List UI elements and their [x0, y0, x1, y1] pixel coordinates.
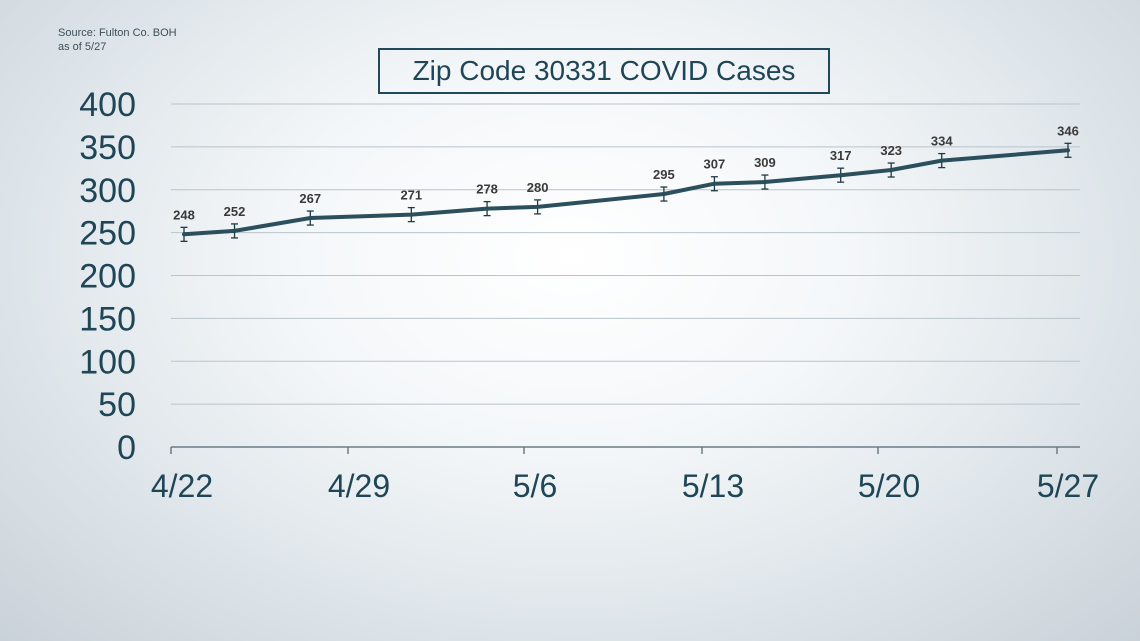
- source-note: Source: Fulton Co. BOH as of 5/27: [58, 26, 177, 54]
- data-point: [409, 213, 413, 217]
- data-point: [1066, 148, 1070, 152]
- data-label: 248: [173, 207, 195, 222]
- y-tick-label: 100: [79, 343, 136, 381]
- data-point: [662, 192, 666, 196]
- y-tick-label: 0: [117, 429, 136, 467]
- data-label: 307: [704, 157, 726, 172]
- data-point: [839, 173, 843, 177]
- x-axis: 4/22 4/29 5/6 5/13 5/20 5/27: [151, 446, 1099, 504]
- x-tick-label: 5/6: [513, 468, 557, 504]
- y-tick-label: 400: [79, 86, 136, 124]
- data-point: [763, 180, 767, 184]
- data-label: 252: [224, 204, 246, 219]
- data-point: [308, 216, 312, 220]
- data-point: [485, 207, 489, 211]
- y-tick-label: 300: [79, 172, 136, 210]
- x-tick-label: 4/29: [328, 468, 390, 504]
- y-tick-label: 50: [98, 386, 136, 424]
- data-label: 278: [476, 182, 498, 197]
- y-axis: 0 50 100 150 200 250 300 350 400: [79, 86, 136, 467]
- data-point: [940, 159, 944, 163]
- data-label: 334: [931, 134, 953, 149]
- x-tick-label: 4/22: [151, 468, 213, 504]
- x-tick-label: 5/13: [682, 468, 744, 504]
- data-label: 317: [830, 148, 852, 163]
- data-point: [182, 232, 186, 236]
- data-label: 267: [299, 191, 321, 206]
- data-point: [233, 229, 237, 233]
- y-tick-label: 150: [79, 300, 136, 338]
- data-point: [536, 205, 540, 209]
- data-point: [712, 182, 716, 186]
- y-tick-label: 250: [79, 215, 136, 253]
- series-cases: [180, 142, 1072, 242]
- data-label: 280: [527, 180, 549, 195]
- source-line: Source: Fulton Co. BOH: [58, 27, 177, 39]
- x-tick-label: 5/20: [858, 468, 920, 504]
- data-label: 295: [653, 167, 675, 182]
- y-tick-label: 200: [79, 258, 136, 296]
- data-point: [889, 168, 893, 172]
- y-tick-label: 350: [79, 129, 136, 167]
- gridlines: [171, 103, 1080, 405]
- data-label: 309: [754, 155, 776, 170]
- chart-title: Zip Code 30331 COVID Cases: [378, 48, 830, 94]
- as-of-line: as of 5/27: [58, 41, 107, 53]
- data-label: 346: [1057, 123, 1079, 138]
- data-labels: 248 252 267 271 278 280 295 307 309 317 323 334 346: [173, 123, 1079, 222]
- data-label: 271: [400, 188, 422, 203]
- data-label: 323: [880, 143, 902, 158]
- x-tick-label: 5/27: [1037, 468, 1099, 504]
